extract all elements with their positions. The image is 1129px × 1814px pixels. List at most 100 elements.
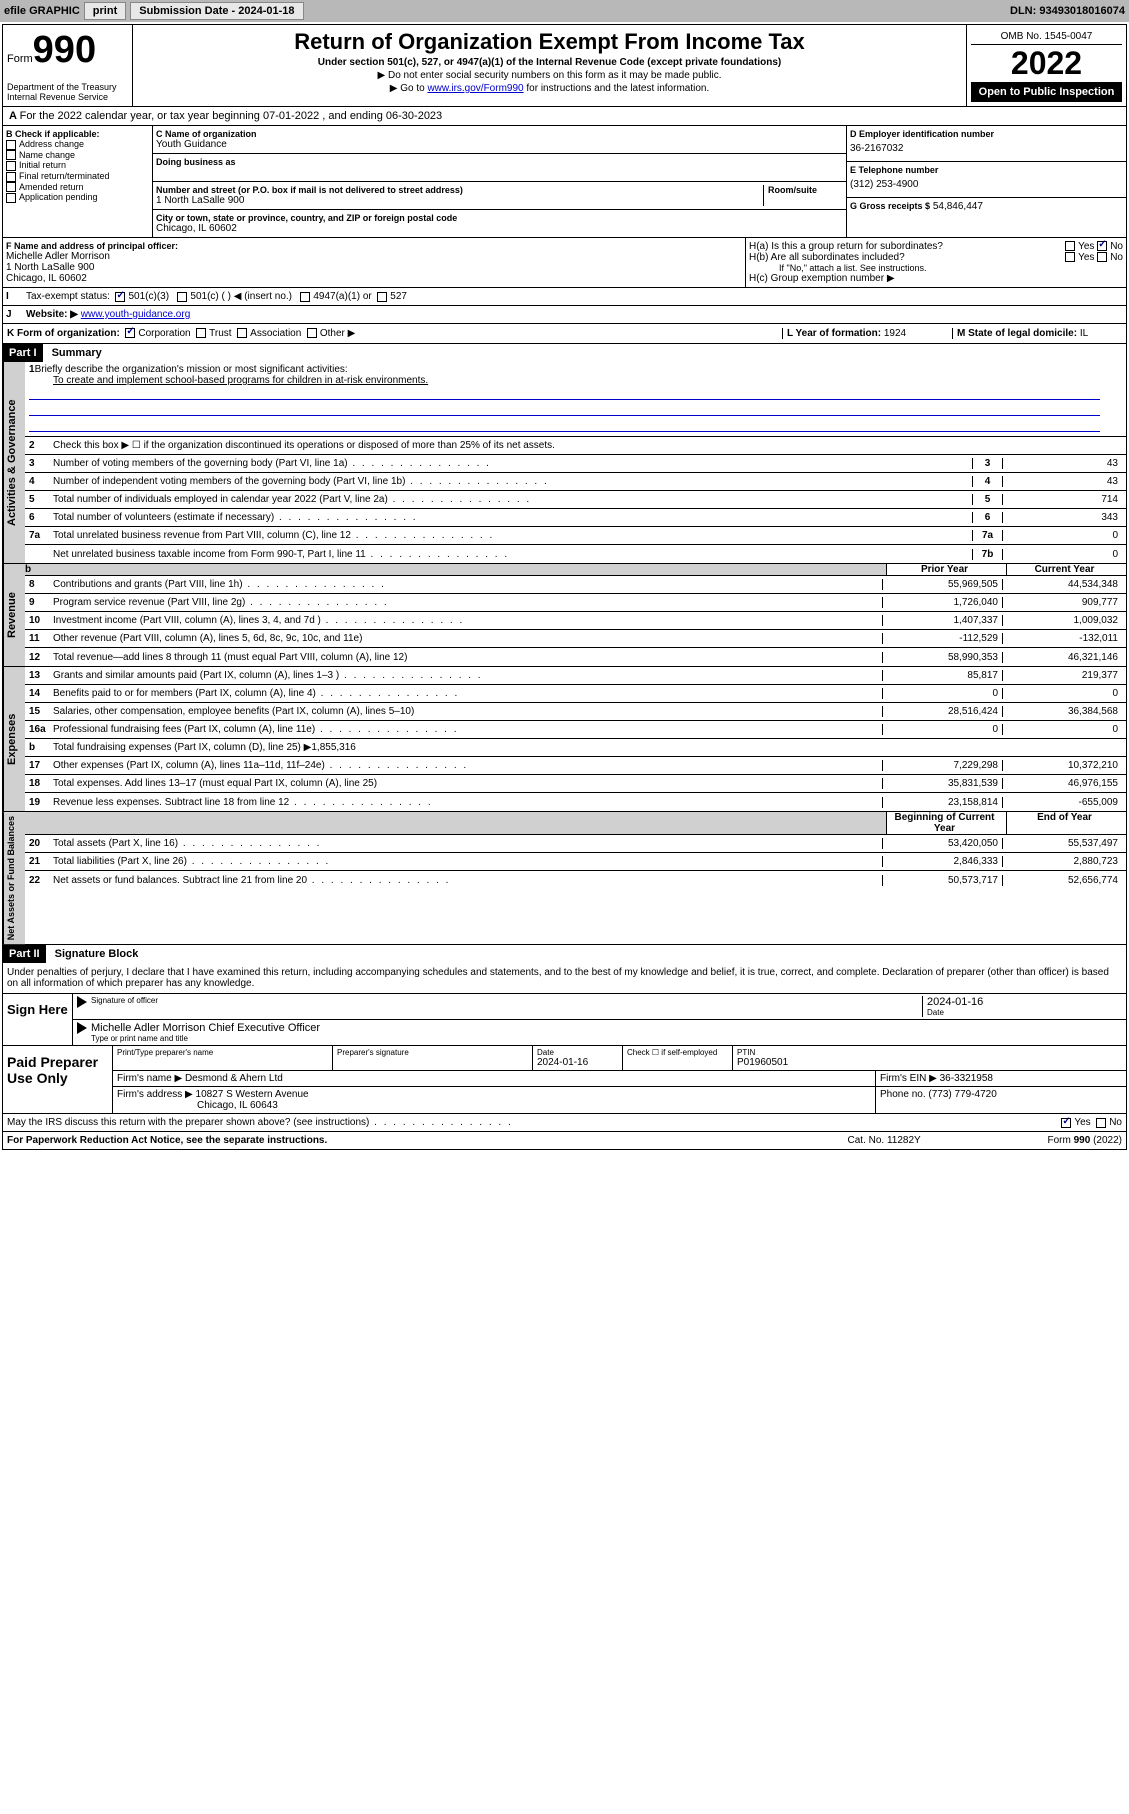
- val-17p: 7,229,298: [882, 760, 1002, 771]
- chk-527[interactable]: [377, 292, 387, 302]
- firm-ein: 36-3321958: [940, 1073, 993, 1084]
- part2-title: Signature Block: [49, 945, 145, 963]
- firm-phone: (773) 779-4720: [928, 1089, 996, 1100]
- line-a: A For the 2022 calendar year, or tax yea…: [3, 107, 1126, 126]
- officer-name-title: Michelle Adler Morrison Chief Executive …: [91, 1022, 1122, 1034]
- val-13c: 219,377: [1002, 670, 1122, 681]
- sign-here-label: Sign Here: [3, 994, 73, 1045]
- chk-4947[interactable]: [300, 292, 310, 302]
- val-7b: 0: [1002, 549, 1122, 560]
- chk-application[interactable]: [6, 193, 16, 203]
- col-b: B Check if applicable: Address change Na…: [3, 126, 153, 237]
- open-public-badge: Open to Public Inspection: [971, 82, 1122, 102]
- print-button[interactable]: print: [84, 2, 126, 20]
- val-3: 43: [1002, 458, 1122, 469]
- ein-value: 36-2167032: [850, 139, 1123, 158]
- mission-text: To create and implement school-based pro…: [29, 375, 428, 386]
- part1-governance: Activities & Governance 1Briefly describ…: [3, 362, 1126, 564]
- chk-discuss-yes[interactable]: [1061, 1118, 1071, 1128]
- part1-netassets: Net Assets or Fund Balances Beginning of…: [3, 812, 1126, 945]
- val-11p: -112,529: [882, 633, 1002, 644]
- chk-corp[interactable]: [125, 328, 135, 338]
- form-number: 990: [33, 29, 96, 71]
- irs-link[interactable]: www.irs.gov/Form990: [427, 83, 523, 94]
- val-18c: 46,976,155: [1002, 778, 1122, 789]
- val-16b: 1,855,316: [311, 742, 356, 753]
- sign-date: 2024-01-16: [927, 996, 1122, 1008]
- chk-hb-no[interactable]: [1097, 252, 1107, 262]
- val-16ac: 0: [1002, 724, 1122, 735]
- footer-row: For Paperwork Reduction Act Notice, see …: [3, 1132, 1126, 1149]
- instruction-1: ▶ Do not enter social security numbers o…: [137, 70, 962, 81]
- chk-ha-no[interactable]: [1097, 241, 1107, 251]
- cat-no: Cat. No. 11282Y: [848, 1135, 1048, 1146]
- form-page: Form 990 (2022): [1048, 1135, 1122, 1146]
- chk-final-return[interactable]: [6, 172, 16, 182]
- chk-discuss-no[interactable]: [1096, 1118, 1106, 1128]
- preparer-label: Paid Preparer Use Only: [3, 1046, 113, 1113]
- chk-trust[interactable]: [196, 328, 206, 338]
- val-12c: 46,321,146: [1002, 652, 1122, 663]
- form-header: Form990 Department of the Treasury Inter…: [3, 25, 1126, 107]
- tax-year: 2022: [971, 45, 1122, 82]
- form-prefix: Form: [7, 53, 33, 65]
- chk-hb-yes[interactable]: [1065, 252, 1075, 262]
- triangle-icon-2: [77, 1022, 87, 1034]
- firm-addr: 10827 S Western Avenue: [196, 1089, 309, 1100]
- val-14p: 0: [882, 688, 1002, 699]
- part-1-header-row: Part I Summary: [3, 344, 1126, 362]
- part1-title: Summary: [46, 344, 108, 362]
- part1-badge: Part I: [3, 344, 43, 362]
- firm-name: Desmond & Ahern Ltd: [185, 1073, 283, 1084]
- val-13p: 85,817: [882, 670, 1002, 681]
- officer-name: Michelle Adler Morrison: [6, 251, 742, 262]
- val-11c: -132,011: [1002, 633, 1122, 644]
- val-4: 43: [1002, 476, 1122, 487]
- val-9c: 909,777: [1002, 597, 1122, 608]
- omb-number: OMB No. 1545-0047: [971, 29, 1122, 45]
- vert-expenses: Expenses: [3, 667, 25, 811]
- discuss-row: May the IRS discuss this return with the…: [3, 1114, 1126, 1132]
- val-12p: 58,990,353: [882, 652, 1002, 663]
- chk-initial-return[interactable]: [6, 161, 16, 171]
- vert-netassets: Net Assets or Fund Balances: [3, 812, 25, 944]
- chk-amended[interactable]: [6, 182, 16, 192]
- val-7a: 0: [1002, 530, 1122, 541]
- chk-501c[interactable]: [177, 292, 187, 302]
- dept-label: Department of the Treasury: [7, 82, 128, 92]
- part1-expenses: Expenses 13Grants and similar amounts pa…: [3, 667, 1126, 812]
- firm-addr2: Chicago, IL 60643: [117, 1100, 871, 1111]
- chk-address-change[interactable]: [6, 140, 16, 150]
- val-15p: 28,516,424: [882, 706, 1002, 717]
- row-klm: K Form of organization: Corporation Trus…: [3, 324, 1126, 344]
- chk-assoc[interactable]: [237, 328, 247, 338]
- val-21p: 2,846,333: [882, 856, 1002, 867]
- chk-other[interactable]: [307, 328, 317, 338]
- org-name: Youth Guidance: [156, 139, 843, 150]
- val-8c: 44,534,348: [1002, 579, 1122, 590]
- val-22p: 50,573,717: [882, 875, 1002, 886]
- row-f-h: F Name and address of principal officer:…: [3, 238, 1126, 288]
- triangle-icon: [77, 996, 87, 1008]
- state-domicile: IL: [1080, 328, 1088, 339]
- officer-addr1: 1 North LaSalle 900: [6, 262, 742, 273]
- submission-date-button[interactable]: Submission Date - 2024-01-18: [130, 2, 303, 20]
- val-18p: 35,831,539: [882, 778, 1002, 789]
- part-2-header-row: Part II Signature Block: [3, 945, 1126, 963]
- chk-name-change[interactable]: [6, 150, 16, 160]
- phone-value: (312) 253-4900: [850, 175, 1123, 194]
- val-22c: 52,656,774: [1002, 875, 1122, 886]
- dln-label: DLN: 93493018016074: [1010, 5, 1125, 17]
- chk-ha-yes[interactable]: [1065, 241, 1075, 251]
- website-link[interactable]: www.youth-guidance.org: [81, 309, 191, 320]
- officer-addr2: Chicago, IL 60602: [6, 273, 742, 284]
- val-19c: -655,009: [1002, 797, 1122, 808]
- val-21c: 2,880,723: [1002, 856, 1122, 867]
- sign-here-row: Sign Here Signature of officer 2024-01-1…: [3, 994, 1126, 1046]
- chk-501c3[interactable]: [115, 292, 125, 302]
- penalty-text: Under penalties of perjury, I declare th…: [3, 963, 1126, 994]
- val-19p: 23,158,814: [882, 797, 1002, 808]
- row-i: I Tax-exempt status: 501(c)(3) 501(c) ( …: [3, 288, 1126, 306]
- city-state-zip: Chicago, IL 60602: [156, 223, 843, 234]
- ptin-value: P01960501: [737, 1057, 1122, 1068]
